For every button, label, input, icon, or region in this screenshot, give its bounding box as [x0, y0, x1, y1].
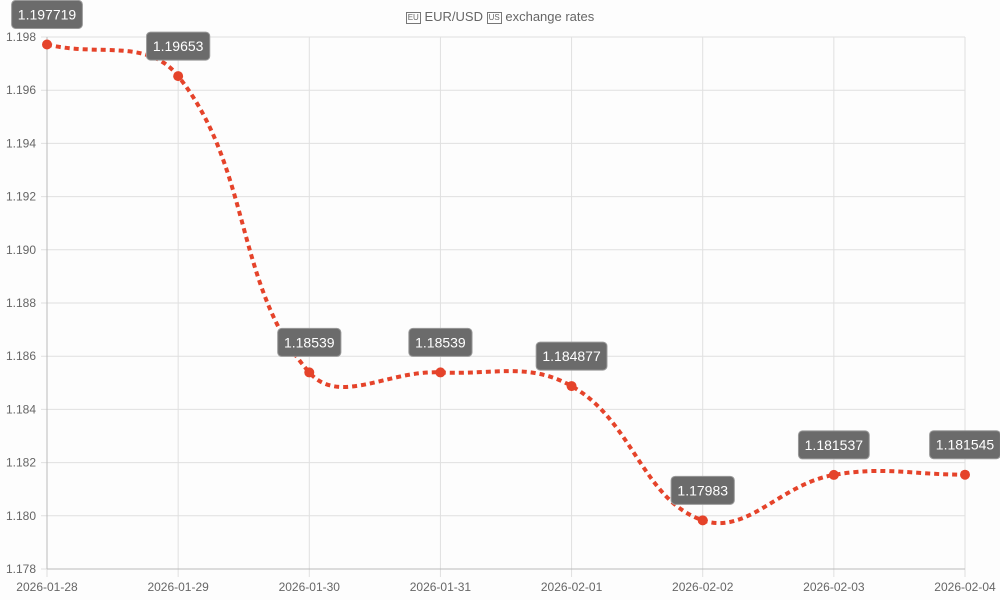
y-tick-label: 1.196	[6, 83, 36, 97]
x-tick-label: 2026-01-29	[147, 580, 209, 594]
data-point	[304, 367, 315, 378]
data-label: 1.17983	[677, 482, 728, 498]
data-label-box	[408, 327, 473, 357]
data-label-box	[277, 327, 342, 357]
eu-flag-icon: EU	[405, 12, 421, 24]
chart-title: EU EUR/USD US exchange rates	[0, 9, 1000, 24]
data-point	[566, 381, 577, 392]
data-label: 1.197719	[18, 6, 77, 22]
data-label: 1.181545	[936, 437, 995, 453]
x-tick-label: 2026-01-31	[410, 580, 472, 594]
y-tick-label: 1.198	[6, 30, 36, 44]
data-label-box	[146, 31, 211, 61]
data-point	[697, 515, 708, 526]
data-point	[828, 469, 839, 480]
data-label-box	[929, 430, 1000, 460]
y-tick-label: 1.186	[6, 349, 36, 363]
data-label-box	[670, 475, 735, 505]
y-tick-label: 1.180	[6, 509, 36, 523]
y-tick-label: 1.184	[6, 402, 36, 416]
data-point	[435, 367, 446, 378]
data-label: 1.19653	[153, 38, 204, 54]
x-tick-label: 2026-02-02	[672, 580, 734, 594]
y-tick-label: 1.188	[6, 296, 36, 310]
data-label-box	[797, 430, 870, 460]
y-tick-label: 1.192	[6, 190, 36, 204]
data-point	[173, 71, 184, 82]
x-tick-label: 2026-02-01	[541, 580, 603, 594]
data-label-box	[535, 341, 608, 371]
x-tick-label: 2026-01-30	[279, 580, 341, 594]
y-tick-label: 1.194	[6, 136, 36, 150]
data-point	[960, 469, 970, 480]
x-tick-label: 2026-02-03	[803, 580, 865, 594]
data-label: 1.18539	[284, 334, 335, 350]
title-pair: EUR/USD	[424, 9, 483, 24]
x-tick-label: 2026-02-04	[934, 580, 996, 594]
title-suffix: exchange rates	[505, 9, 595, 24]
y-tick-label: 1.182	[6, 456, 36, 470]
y-tick-label: 1.190	[6, 243, 36, 257]
data-point	[42, 39, 52, 50]
data-label: 1.18539	[415, 334, 466, 350]
data-label-box	[11, 0, 83, 29]
us-flag-icon: US	[486, 12, 502, 24]
data-label: 1.181537	[805, 437, 864, 453]
y-tick-label: 1.178	[6, 562, 36, 576]
x-tick-label: 2026-01-28	[16, 580, 78, 594]
series-line	[46, 42, 966, 525]
data-label: 1.184877	[542, 348, 601, 364]
